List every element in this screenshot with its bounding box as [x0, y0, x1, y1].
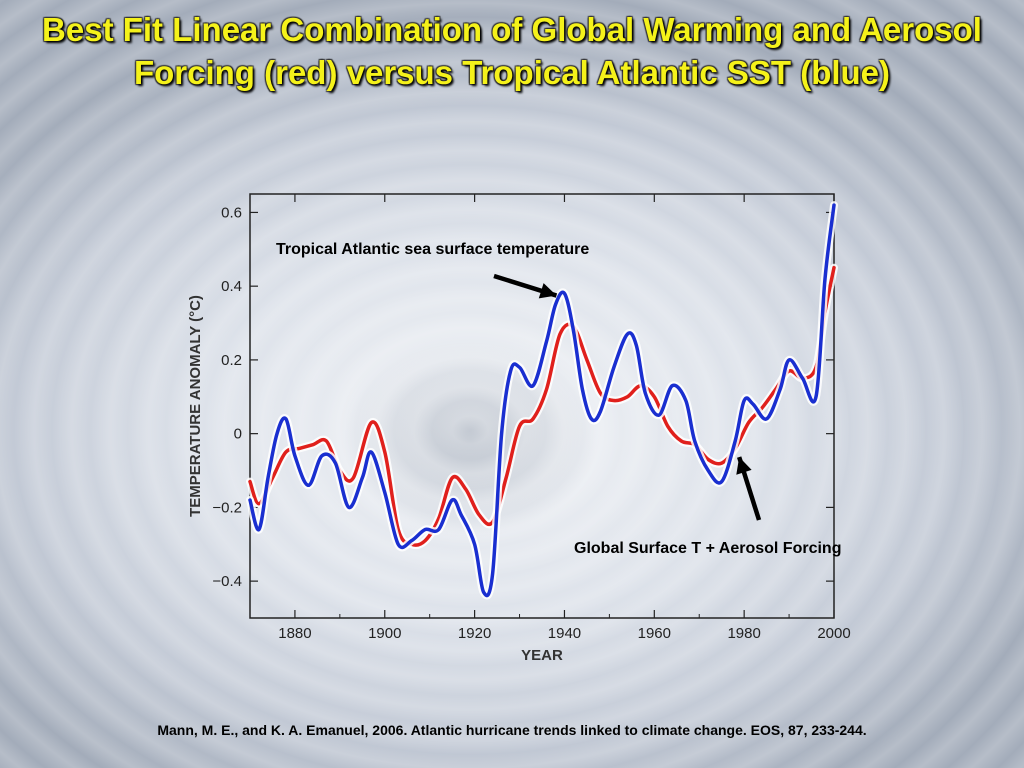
x-tick-label: 1900: [368, 625, 401, 642]
y-tick-label: −0.2: [212, 499, 242, 516]
y-axis-title: TEMPERATURE ANOMALY (°C): [187, 295, 204, 517]
annotation-arrows: [493, 273, 762, 521]
plot-frame: [249, 193, 835, 619]
axis-ticks: 1880 1900 1920 1940 1960 1980 2000 0.6 0.4 0.2 0 −0…: [212, 194, 851, 642]
y-tick-label: 0: [234, 426, 242, 443]
series-red-line: [248, 265, 836, 547]
x-tick-label: 1960: [638, 625, 671, 642]
x-tick-label: 1880: [278, 625, 311, 642]
x-axis-title: YEAR: [521, 647, 563, 664]
arrow-forcing-head: [736, 457, 752, 475]
series-blue-line: [248, 203, 836, 598]
y-tick-label: 0.6: [221, 204, 242, 221]
x-tick-label: 1980: [727, 625, 760, 642]
x-tick-label: 2000: [817, 625, 850, 642]
slide-title: Best Fit Linear Combination of Global Wa…: [42, 11, 982, 91]
x-tick-label: 1940: [548, 625, 581, 642]
y-tick-label: 0.4: [221, 278, 242, 295]
y-tick-label: 0.2: [221, 352, 242, 369]
y-tick-label: −0.4: [212, 573, 242, 590]
arrow-sst-head: [538, 283, 557, 299]
x-tick-label: 1920: [458, 625, 491, 642]
series-layer: [246, 201, 838, 600]
annotation-label-forcing: Global Surface T + Aerosol Forcing: [574, 540, 841, 557]
citation-text: Mann, M. E., and K. A. Emanuel, 2006. At…: [157, 722, 867, 738]
annotation-label-sst: Tropical Atlantic sea surface temperatur…: [276, 241, 589, 258]
